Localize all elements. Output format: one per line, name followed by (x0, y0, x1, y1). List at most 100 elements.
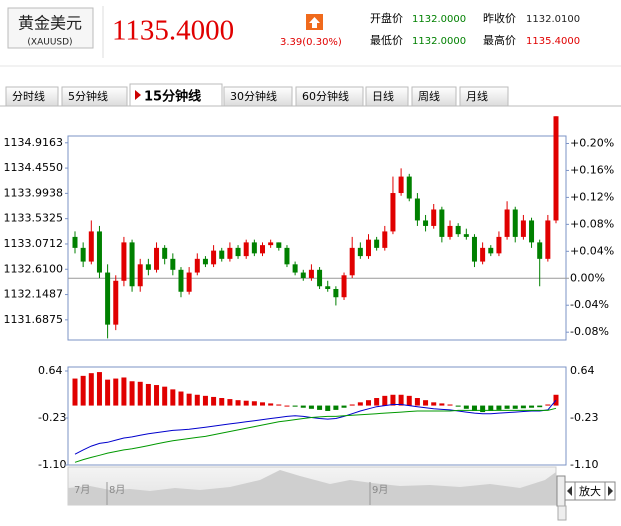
y-tick-label: 1134.9163 (4, 136, 64, 149)
macd-bar (545, 404, 551, 406)
price-frame (67, 135, 567, 341)
candle-body (235, 247, 241, 257)
candle-body (260, 245, 266, 254)
candle-body (529, 220, 535, 243)
candle-body (300, 272, 306, 279)
candle-body (512, 209, 518, 237)
candle-body (325, 286, 331, 289)
candle-body (178, 269, 184, 292)
price: 1135.4000 (112, 15, 234, 47)
macd-bar (105, 379, 111, 406)
y2-tick-label: +0.04% (570, 244, 614, 257)
stat-value: 1135.4000 (526, 36, 580, 47)
navigator-label: 9月 (372, 484, 388, 496)
symbol-box (7, 7, 94, 49)
macd-bar (365, 400, 371, 406)
macd-bar (227, 399, 233, 406)
macd-bar (194, 394, 200, 406)
candle-body (276, 242, 282, 248)
stat-label: 最高价 (483, 33, 516, 47)
macd-bar (129, 381, 135, 406)
macd-bar (137, 381, 143, 406)
y-tick-label: 1133.9938 (4, 186, 64, 199)
zoom-label: 放大 (579, 484, 601, 498)
macd-bar (260, 402, 266, 406)
candle-body (72, 236, 78, 248)
tab-label: 分时线 (12, 89, 45, 103)
macd-bar (504, 405, 510, 409)
y-tick-label: -0.23 (38, 411, 66, 424)
candle-body (414, 198, 420, 221)
navigator-label: 7月 (74, 484, 90, 496)
candle-body (406, 176, 412, 199)
symbol-code: (XAUUSD) (27, 38, 72, 48)
macd-line (74, 407, 557, 463)
macd-bar (374, 398, 380, 406)
candle-body (447, 225, 453, 237)
macd-bar (300, 405, 306, 408)
macd-bar (317, 405, 323, 410)
navigator-handle[interactable] (556, 475, 566, 507)
candle-body (219, 250, 225, 259)
stat-label: 最低价 (370, 34, 403, 47)
macd-bar (235, 400, 241, 406)
macd-bar (276, 404, 282, 406)
candle-body (537, 242, 543, 259)
candle-body (480, 247, 486, 262)
macd-bar (512, 405, 518, 409)
macd-bar (455, 405, 461, 407)
candle-body (317, 269, 323, 287)
tab-label: 日线 (372, 89, 394, 103)
macd-bar (341, 405, 347, 408)
candle-body (145, 264, 151, 270)
symbol-name: 黄金美元 (18, 14, 82, 33)
candle-body (162, 247, 168, 259)
macd-bar (88, 373, 94, 406)
macd-bar (463, 405, 469, 409)
macd-bar (553, 394, 559, 406)
macd-bar (398, 394, 404, 406)
macd-bar (178, 391, 184, 406)
candle-body (341, 275, 347, 298)
candle-body (365, 239, 371, 257)
candle-body (170, 258, 176, 270)
y2-tick-label: +0.16% (570, 163, 614, 176)
macd-bar (537, 405, 543, 408)
candle-body (292, 264, 298, 273)
candle-body (137, 264, 143, 287)
candle-body (390, 193, 396, 232)
candle-body (284, 247, 290, 265)
y2-tick-label: +0.08% (570, 217, 614, 230)
candle-body (227, 247, 233, 259)
macd-bar (72, 378, 78, 406)
candle-body (463, 234, 469, 237)
macd-bar (382, 395, 388, 406)
macd-bar (202, 395, 208, 406)
stat-label: 开盘价 (370, 11, 403, 25)
macd-bar (219, 398, 225, 406)
macd-bar (357, 402, 363, 406)
scrollbar[interactable] (557, 505, 567, 521)
macd-bar (162, 386, 168, 406)
candle-body (382, 231, 388, 248)
macd-bar (488, 405, 494, 411)
candle-body (455, 225, 461, 235)
macd-bar (496, 405, 502, 410)
macd-bar (186, 393, 192, 406)
tab-bar: 分时线 5分钟线 15分钟线 30分钟线 60分钟线 日线 周线 月线 (5, 83, 509, 107)
y-tick-label: 1133.0712 (4, 237, 64, 250)
candle-body (268, 242, 274, 246)
y2-tick-label: +0.20% (570, 136, 614, 149)
macd-bar (349, 404, 355, 406)
tab-label: 15分钟线 (144, 89, 201, 105)
tab-label: 月线 (466, 89, 488, 103)
macd-bar (390, 394, 396, 406)
macd-bar (292, 405, 298, 407)
macd-bar (471, 405, 477, 411)
candle-body (129, 242, 135, 287)
macd-bar (113, 378, 119, 406)
candle-body (545, 220, 551, 259)
macd-frame (67, 366, 567, 466)
tab-label: 周线 (418, 89, 440, 103)
